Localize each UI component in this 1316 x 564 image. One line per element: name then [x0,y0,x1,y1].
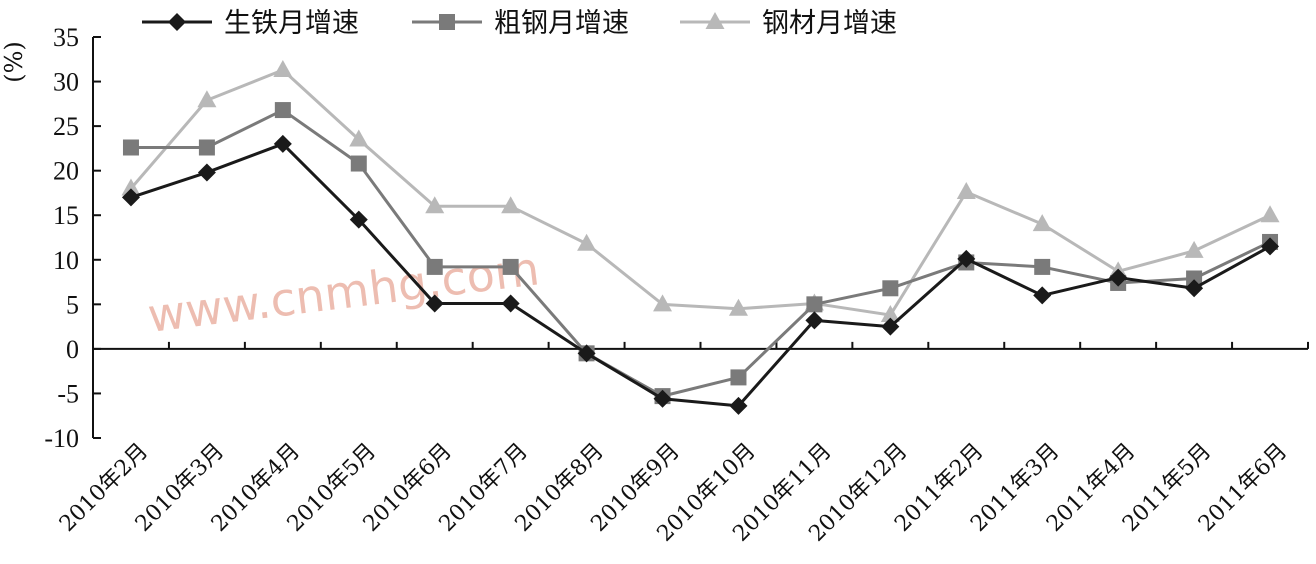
data-point-triangle [1032,214,1052,232]
data-point-square [439,14,455,30]
data-point-diamond [653,389,672,408]
data-point-square [1034,258,1051,275]
data-point-square [350,155,367,172]
data-point-triangle [197,90,217,108]
data-point-triangle [1260,205,1280,223]
legend-label: 生铁月增速 [224,8,359,39]
data-point-diamond [881,317,900,336]
data-point-square [730,369,747,386]
data-point-square [274,102,291,119]
data-point-diamond [577,344,596,363]
series-line [130,108,1271,398]
data-point-diamond [957,249,976,268]
data-point-triangle [705,12,725,29]
data-point-triangle [425,196,445,214]
data-point-square [1186,270,1203,287]
data-point-square [882,280,899,297]
legend-label: 钢材月增速 [762,8,897,39]
data-point-triangle [880,305,900,323]
y-tick-label: 20 [53,157,79,186]
data-point-square [426,258,443,275]
series-1 [121,134,1280,415]
data-point-diamond [197,163,216,182]
data-point-diamond [1033,286,1052,305]
data-point-square [122,139,139,156]
data-point-diamond [349,210,368,229]
y-tick-label: -5 [57,379,79,408]
data-point-diamond [805,311,824,330]
legend: 生铁月增速 粗钢月增速 钢材月增速 [142,8,897,39]
series-3 [121,59,1280,323]
data-point-diamond [729,396,748,415]
data-point-square [502,258,519,275]
data-point-triangle [501,196,521,214]
data-point-diamond [501,294,520,313]
data-point-triangle [728,298,748,316]
data-point-triangle [273,59,293,77]
y-unit-label: (%) [0,41,28,83]
y-tick-label: 15 [53,201,79,230]
y-tick-label: 0 [66,335,79,364]
series-layer [121,59,1280,415]
data-point-triangle [577,233,597,251]
data-point-triangle [956,182,976,200]
data-point-diamond [1185,279,1204,298]
series-line [129,68,1271,317]
y-tick-label: 30 [53,68,79,97]
data-point-diamond [1261,237,1280,256]
legend-label: 粗钢月增速 [494,8,629,39]
legend-item-3: 钢材月增速 [680,8,897,39]
data-point-triangle [121,178,141,196]
watermark-text: www.cnmhg.com [145,241,542,343]
y-tick-label: 35 [53,23,79,52]
y-tick-label: 5 [66,290,79,319]
data-point-diamond [273,134,292,153]
series-line [130,142,1271,408]
legend-item-2: 粗钢月增速 [412,8,629,39]
data-point-square [198,139,215,156]
data-point-diamond [425,294,444,313]
series-2 [122,102,1279,405]
legend-item-1: 生铁月增速 [142,8,359,39]
data-point-diamond [121,188,140,207]
watermark: www.cnmhg.com [145,241,542,343]
y-unit-text: (%) [0,41,28,83]
data-point-diamond [1109,268,1128,287]
data-point-triangle [349,129,369,147]
y-tick-label: 10 [53,246,79,275]
data-point-square [806,296,823,313]
data-point-triangle [653,294,673,312]
y-tick-label: 25 [53,112,79,141]
data-point-triangle [1184,240,1204,258]
data-point-diamond [168,13,186,31]
y-tick-label: -10 [44,424,79,453]
